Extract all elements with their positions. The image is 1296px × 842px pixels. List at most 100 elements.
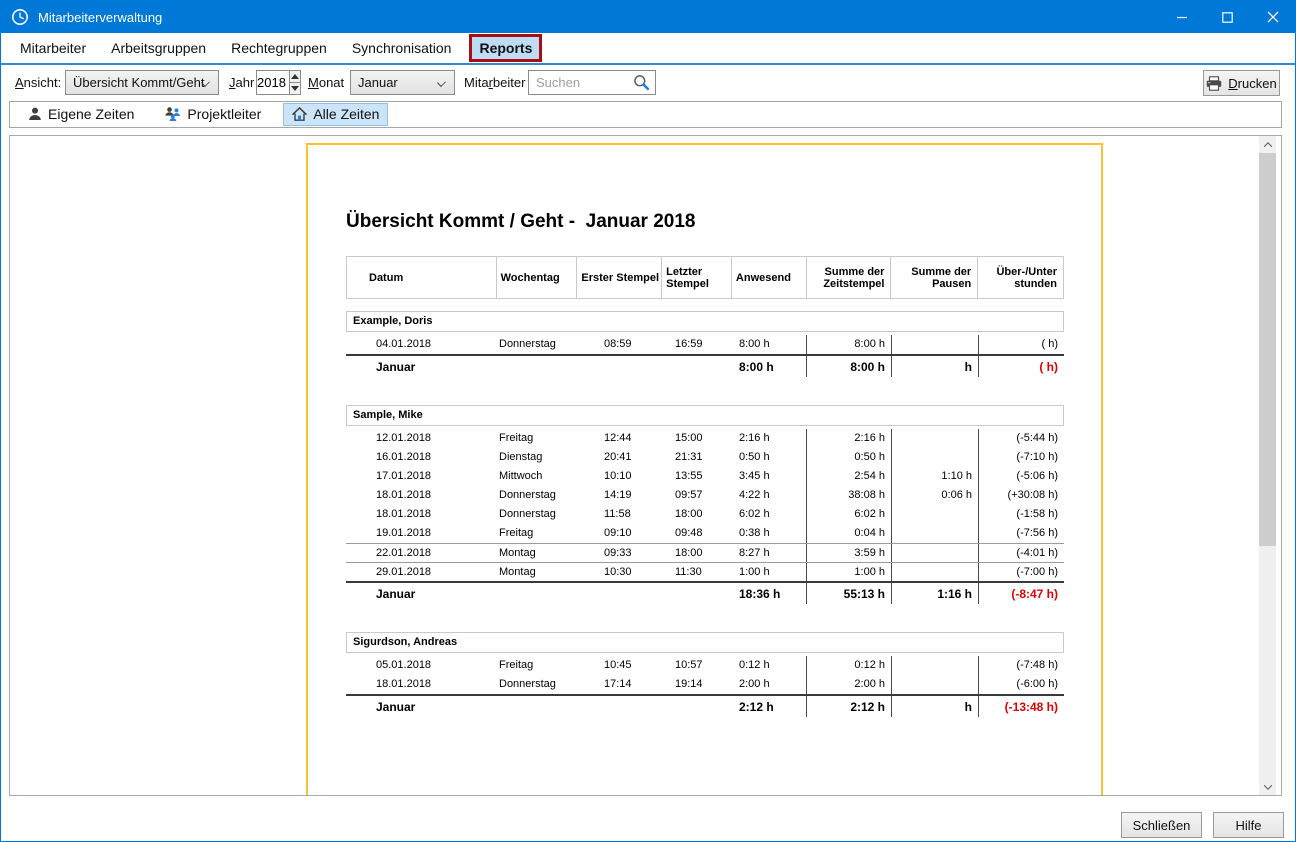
table-cell	[891, 675, 978, 694]
tab-alle-zeiten[interactable]: Alle Zeiten	[283, 103, 389, 126]
summary-cell: ( h)	[978, 356, 1064, 377]
report-column-header: Datum	[369, 271, 404, 284]
table-cell: 3:59 h	[806, 544, 891, 562]
table-cell: 21:31	[675, 451, 703, 463]
table-cell: 17.01.2018	[376, 470, 432, 482]
table-cell: 14:19	[604, 489, 632, 501]
scrollbar-thumb[interactable]	[1259, 153, 1276, 546]
table-cell: 0:50 h	[806, 448, 891, 467]
menu-item-synchronisation[interactable]: Synchronisation	[351, 40, 452, 56]
table-cell: 19.01.2018	[376, 527, 432, 539]
table-cell: 10:57	[675, 659, 703, 671]
table-row: 17.01.2018 Mittwoch 10:10 13:55 3:45 h 2:54 h…	[346, 467, 1064, 486]
search-input[interactable]	[529, 75, 633, 90]
chevron-down-icon	[437, 78, 446, 87]
table-cell: 10:30	[604, 566, 632, 578]
summary-cell: Januar	[376, 587, 416, 601]
table-cell: 18:00	[675, 508, 703, 520]
table-cell: 10:45	[604, 659, 632, 671]
report-column-header: Wochentag	[495, 257, 577, 298]
search-icon	[634, 75, 650, 91]
ansicht-dropdown-value: Übersicht Kommt/Geht	[73, 75, 205, 90]
view-tab-bar: Eigene Zeiten Projektleiter Alle Zeiten	[9, 101, 1282, 128]
vertical-scrollbar[interactable]	[1259, 136, 1276, 795]
triangle-down-icon	[290, 86, 299, 91]
summary-row: Januar 8:00 h 8:00 h h( h)	[346, 354, 1064, 377]
table-cell: 4:22 h	[739, 489, 770, 501]
table-cell: 18.01.2018	[376, 678, 432, 690]
table-cell: Donnerstag	[499, 489, 556, 501]
table-cell	[891, 505, 978, 524]
jahr-spinner[interactable]: 2018	[256, 70, 301, 95]
window-title: Mitarbeiterverwaltung	[38, 9, 163, 25]
summary-cell	[661, 583, 731, 604]
table-cell	[891, 656, 978, 675]
table-cell: 29.01.2018	[376, 566, 432, 578]
menu-item-reports[interactable]: Reports	[472, 37, 540, 59]
minimize-button[interactable]	[1160, 1, 1205, 33]
table-cell: (-7:56 h)	[978, 524, 1064, 543]
spinner-up-button[interactable]	[289, 71, 300, 83]
tab-eigene-zeiten[interactable]: Eigene Zeiten	[19, 103, 143, 126]
summary-cell	[661, 356, 731, 377]
table-cell: 1:10 h	[891, 467, 978, 486]
table-cell	[891, 448, 978, 467]
close-button[interactable]	[1250, 1, 1295, 33]
scroll-up-button[interactable]	[1259, 136, 1276, 153]
table-cell: 08:59	[604, 338, 632, 350]
table-cell: 13:55	[675, 470, 703, 482]
summary-row: Januar 2:12 h 2:12 h h (-13:48 h)	[346, 694, 1064, 717]
table-cell: 17:14	[604, 678, 632, 690]
tab-label: Projektleiter	[187, 106, 262, 122]
table-cell: 0:12 h	[739, 659, 770, 671]
monat-dropdown[interactable]: Januar	[350, 70, 455, 95]
table-cell: Donnerstag	[499, 678, 556, 690]
summary-cell: Januar	[376, 700, 416, 714]
person-icon	[29, 107, 41, 120]
menu-item-rechtegruppen[interactable]: Rechtegruppen	[231, 40, 327, 56]
table-cell: Mittwoch	[499, 470, 543, 482]
report-column-header: Erster Stempel	[576, 257, 661, 298]
table-cell: 12.01.2018	[376, 432, 432, 444]
table-cell: 11:58	[604, 508, 631, 520]
menu-item-mitarbeiter[interactable]: Mitarbeiter	[20, 40, 87, 56]
summary-cell: h	[891, 356, 978, 377]
hilfe-button[interactable]: Hilfe	[1213, 812, 1284, 838]
ansicht-dropdown[interactable]: Übersicht Kommt/Geht	[65, 70, 219, 95]
table-cell: 22.01.2018	[376, 547, 432, 559]
table-cell: 15:00	[675, 432, 703, 444]
table-row: 22.01.2018 Montag 09:33 18:00 8:27 h 3:59 h (-…	[346, 543, 1064, 562]
tab-projektleiter[interactable]: Projektleiter	[156, 103, 270, 126]
table-cell: Montag	[499, 566, 536, 578]
scroll-down-button[interactable]	[1259, 778, 1276, 795]
table-cell: 20:41	[604, 451, 632, 463]
summary-cell	[576, 356, 661, 377]
table-row: 18.01.2018 Donnerstag 17:14 19:14 2:00 h 2:00…	[346, 675, 1064, 694]
spinner-down-button[interactable]	[289, 83, 300, 94]
tab-label: Eigene Zeiten	[48, 106, 135, 122]
report-page[interactable]: Übersicht Kommt / Geht - Januar 2018 Dat…	[306, 143, 1103, 795]
table-cell: 3:45 h	[739, 470, 770, 482]
group-header: Example, Doris	[346, 311, 1064, 332]
summary-cell: 8:00 h	[739, 360, 774, 374]
drucken-button-label: Drucken	[1228, 75, 1277, 91]
maximize-button[interactable]	[1205, 1, 1250, 33]
table-cell: (-1:58 h)	[978, 505, 1064, 524]
schliessen-button[interactable]: Schließen	[1121, 812, 1202, 838]
table-cell	[891, 544, 978, 562]
summary-cell: h	[891, 696, 978, 717]
table-cell: 2:16 h	[806, 429, 891, 448]
summary-cell: 1:16 h	[891, 583, 978, 604]
report-title: Übersicht Kommt / Geht - Januar 2018	[346, 211, 696, 232]
home-icon	[292, 107, 308, 121]
menu-item-arbeitsgruppen[interactable]: Arbeitsgruppen	[111, 40, 207, 56]
drucken-button[interactable]: Drucken	[1203, 70, 1280, 96]
report-column-header: Summe der Zeitstempel	[805, 257, 891, 298]
summary-cell: 8:00 h	[806, 356, 891, 377]
table-cell: 10:10	[604, 470, 632, 482]
clock-app-icon	[12, 9, 28, 25]
summary-cell: 55:13 h	[806, 583, 891, 604]
table-row: 29.01.2018 Montag 10:30 11:30 1:00 h 1:00 h (-…	[346, 562, 1064, 581]
table-cell: 11:30	[675, 566, 702, 578]
